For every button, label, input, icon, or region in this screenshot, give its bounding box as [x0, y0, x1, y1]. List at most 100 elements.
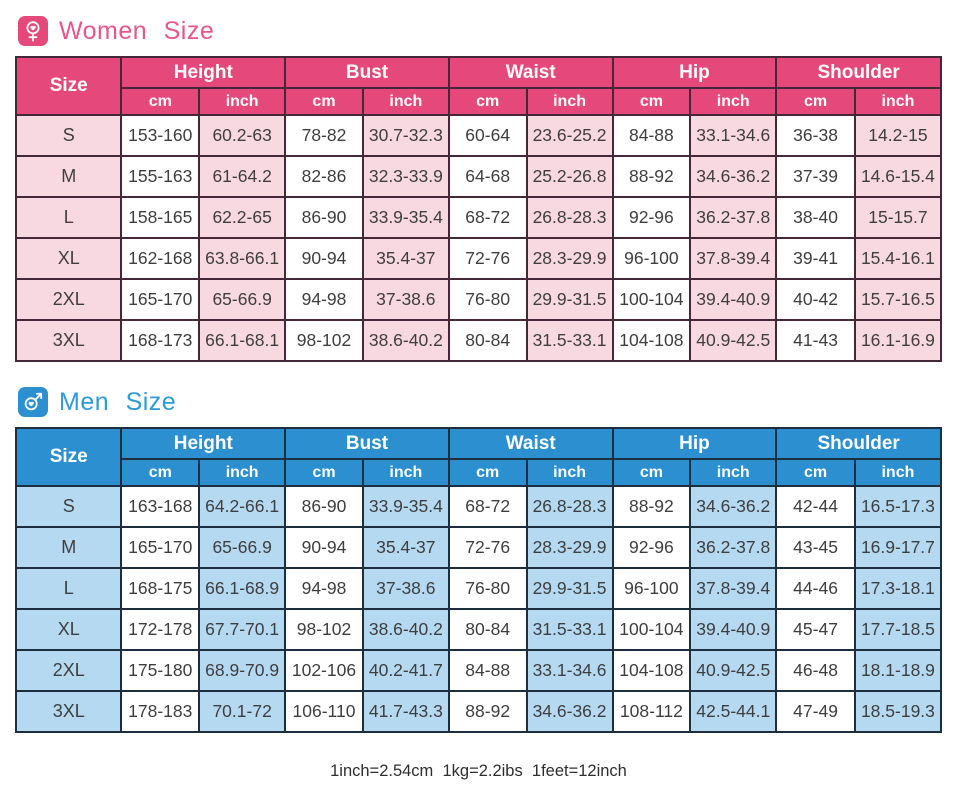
- value-cell: 26.8-28.3: [525, 485, 614, 528]
- value-cell: 41-43: [775, 319, 856, 362]
- column-header-waist: Waist: [447, 427, 614, 460]
- value-cell: 94-98: [284, 278, 364, 321]
- value-cell: 63.8-66.1: [198, 237, 287, 280]
- value-cell: 37.8-39.4: [689, 237, 778, 280]
- value-cell: 39.4-40.9: [689, 608, 778, 651]
- table-row: L 158-165 62.2-65 86-90 33.9-35.4 68-72 26.8-2…: [14, 196, 943, 239]
- value-cell: 46-48: [775, 649, 856, 692]
- size-cell: 2XL: [14, 278, 123, 321]
- value-cell: 39-41: [775, 237, 856, 280]
- value-cell: 76-80: [447, 278, 528, 321]
- value-cell: 33.9-35.4: [361, 485, 450, 528]
- table-row: 2XL 165-170 65-66.9 94-98 37-38.6 76-80 29.9-3…: [14, 278, 943, 321]
- value-cell: 28.3-29.9: [525, 526, 614, 569]
- size-cell: L: [14, 196, 123, 239]
- value-cell: 72-76: [447, 526, 528, 569]
- value-cell: 38.6-40.2: [361, 608, 450, 651]
- value-cell: 67.7-70.1: [198, 608, 287, 651]
- value-cell: 29.9-31.5: [525, 278, 614, 321]
- subheader-cm: cm: [775, 87, 856, 116]
- size-cell: M: [14, 155, 123, 198]
- table-row: XL 172-178 67.7-70.1 98-102 38.6-40.2 80-84 31…: [14, 608, 943, 651]
- value-cell: 40.9-42.5: [689, 649, 778, 692]
- value-cell: 98-102: [284, 319, 364, 362]
- column-header-size: Size: [14, 427, 123, 487]
- subheader-inch: inch: [853, 458, 943, 487]
- value-cell: 40.2-41.7: [361, 649, 450, 692]
- size-cell: M: [14, 526, 123, 569]
- value-cell: 108-112: [611, 690, 692, 733]
- value-cell: 68-72: [447, 485, 528, 528]
- table-row: M 165-170 65-66.9 90-94 35.4-37 72-76 28.3-29.…: [14, 526, 943, 569]
- value-cell: 17.3-18.1: [853, 567, 943, 610]
- value-cell: 33.1-34.6: [689, 114, 778, 157]
- size-cell: S: [14, 114, 123, 157]
- subheader-inch: inch: [361, 458, 450, 487]
- column-header-shoulder: Shoulder: [775, 56, 942, 89]
- table-row: XL 162-168 63.8-66.1 90-94 35.4-37 72-76 28.3-…: [14, 237, 943, 280]
- value-cell: 26.8-28.3: [525, 196, 614, 239]
- value-cell: 153-160: [120, 114, 201, 157]
- value-cell: 165-170: [120, 278, 201, 321]
- value-cell: 62.2-65: [198, 196, 287, 239]
- value-cell: 80-84: [447, 608, 528, 651]
- section-title-women: Women Size: [59, 16, 215, 45]
- value-cell: 96-100: [611, 567, 692, 610]
- value-cell: 37-38.6: [361, 278, 450, 321]
- value-cell: 17.7-18.5: [853, 608, 943, 651]
- table-row: S 163-168 64.2-66.1 86-90 33.9-35.4 68-72 26.8…: [14, 485, 943, 528]
- size-cell: L: [14, 567, 123, 610]
- value-cell: 88-92: [447, 690, 528, 733]
- value-cell: 37-38.6: [361, 567, 450, 610]
- value-cell: 66.1-68.1: [198, 319, 287, 362]
- value-cell: 64.2-66.1: [198, 485, 287, 528]
- value-cell: 36-38: [775, 114, 856, 157]
- subheader-cm: cm: [120, 87, 201, 116]
- subheader-cm: cm: [611, 87, 692, 116]
- value-cell: 14.2-15: [853, 114, 943, 157]
- value-cell: 68.9-70.9: [198, 649, 287, 692]
- value-cell: 44-46: [775, 567, 856, 610]
- subheader-inch: inch: [525, 87, 614, 116]
- value-cell: 84-88: [611, 114, 692, 157]
- value-cell: 162-168: [120, 237, 201, 280]
- subheader-cm: cm: [611, 458, 692, 487]
- value-cell: 16.1-16.9: [853, 319, 943, 362]
- value-cell: 43-45: [775, 526, 856, 569]
- value-cell: 96-100: [611, 237, 692, 280]
- women-size-section: Women Size Size Height Bust Waist Hip Sh…: [14, 16, 943, 362]
- women-title-row: Women Size: [18, 16, 942, 46]
- value-cell: 14.6-15.4: [853, 155, 943, 198]
- women-size-table: Size Height Bust Waist Hip Shoulder cm i…: [14, 56, 943, 362]
- value-cell: 88-92: [611, 485, 692, 528]
- value-cell: 100-104: [611, 608, 692, 651]
- men-table-header: Size Height Bust Waist Hip Shoulder cm i…: [14, 427, 943, 487]
- subheader-inch: inch: [853, 87, 943, 116]
- value-cell: 38-40: [775, 196, 856, 239]
- value-cell: 158-165: [120, 196, 201, 239]
- subheader-inch: inch: [689, 458, 778, 487]
- table-row: 2XL 175-180 68.9-70.9 102-106 40.2-41.7 84-88…: [14, 649, 943, 692]
- value-cell: 60.2-63: [198, 114, 287, 157]
- value-cell: 65-66.9: [198, 278, 287, 321]
- female-heart-icon: [18, 16, 48, 46]
- value-cell: 64-68: [447, 155, 528, 198]
- value-cell: 165-170: [120, 526, 201, 569]
- value-cell: 15.4-16.1: [853, 237, 943, 280]
- value-cell: 36.2-37.8: [689, 526, 778, 569]
- column-header-height: Height: [120, 427, 287, 460]
- column-header-hip: Hip: [611, 56, 778, 89]
- value-cell: 33.1-34.6: [525, 649, 614, 692]
- value-cell: 100-104: [611, 278, 692, 321]
- value-cell: 40-42: [775, 278, 856, 321]
- value-cell: 34.6-36.2: [689, 485, 778, 528]
- column-header-shoulder: Shoulder: [775, 427, 942, 460]
- value-cell: 106-110: [284, 690, 364, 733]
- subheader-inch: inch: [689, 87, 778, 116]
- value-cell: 168-175: [120, 567, 201, 610]
- column-header-bust: Bust: [284, 427, 450, 460]
- value-cell: 80-84: [447, 319, 528, 362]
- value-cell: 47-49: [775, 690, 856, 733]
- value-cell: 86-90: [284, 196, 364, 239]
